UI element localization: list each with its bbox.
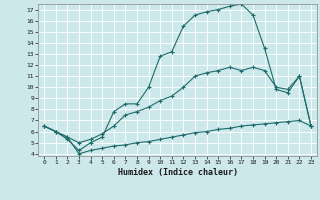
- X-axis label: Humidex (Indice chaleur): Humidex (Indice chaleur): [118, 168, 238, 177]
